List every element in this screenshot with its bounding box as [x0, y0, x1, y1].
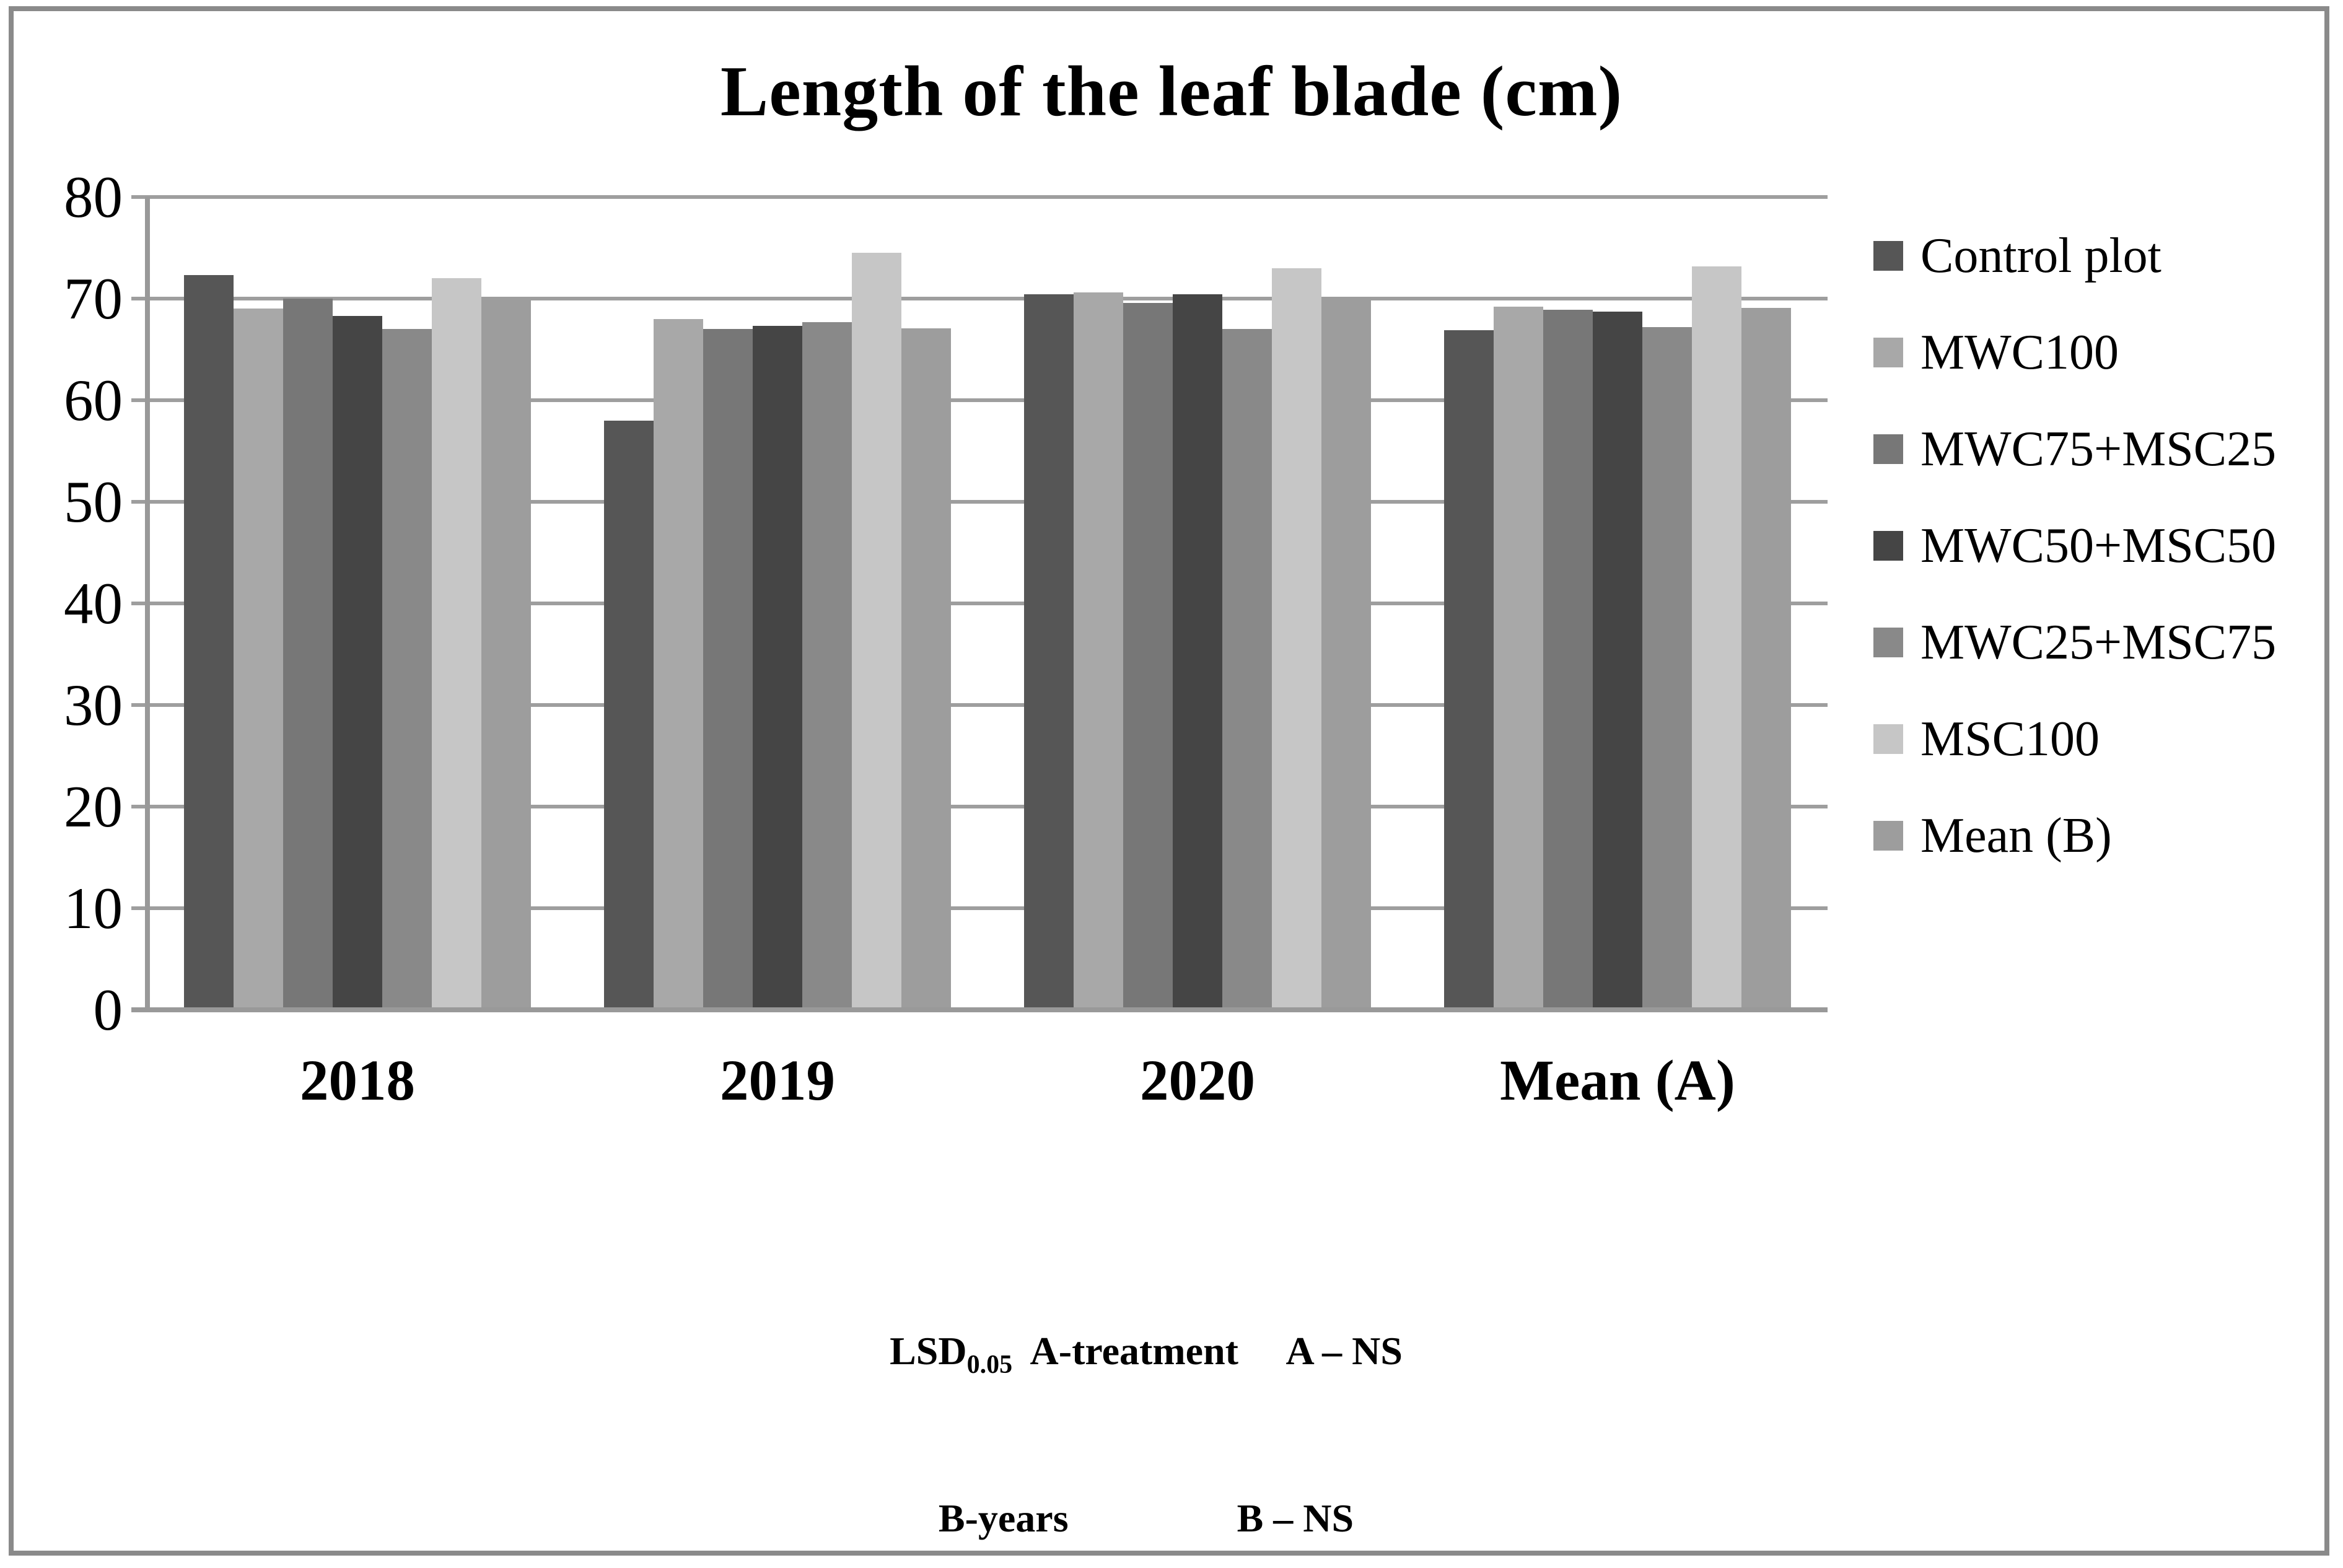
legend-item: MWC100 — [1873, 318, 2119, 387]
bar — [1024, 294, 1074, 1010]
bar — [1444, 330, 1494, 1010]
bar — [283, 299, 333, 1010]
gridline — [131, 500, 1828, 504]
legend-swatch — [1873, 724, 1903, 754]
gridline — [131, 297, 1828, 300]
x-category-label: 2018 — [300, 1049, 415, 1113]
gridline — [131, 906, 1828, 910]
bar — [852, 253, 901, 1010]
y-tick-label: 40 — [64, 571, 123, 636]
legend-label: MWC75+MSC25 — [1920, 421, 2277, 476]
bar — [901, 328, 951, 1010]
legend-item: MWC25+MSC75 — [1873, 608, 2276, 677]
bar — [1321, 296, 1371, 1010]
legend-label: MWC25+MSC75 — [1920, 615, 2277, 670]
bar — [654, 318, 703, 1010]
bar — [184, 275, 234, 1010]
legend-swatch — [1873, 821, 1903, 851]
gridline — [131, 602, 1828, 605]
bar — [802, 322, 852, 1010]
bar — [1642, 326, 1692, 1010]
legend-swatch — [1873, 241, 1903, 271]
bar — [1593, 312, 1642, 1010]
gridline — [131, 703, 1828, 707]
legend-item: Mean (B) — [1873, 802, 2112, 870]
bar — [604, 420, 654, 1010]
legend-label: Mean (B) — [1920, 808, 2112, 863]
y-tick-label: 80 — [64, 164, 123, 230]
gridline — [131, 805, 1828, 808]
x-category-label: 2019 — [720, 1049, 835, 1113]
legend-swatch — [1873, 628, 1903, 657]
y-tick-label: 60 — [64, 367, 123, 433]
bar — [1173, 294, 1222, 1010]
bar — [1741, 307, 1791, 1010]
legend-item: MSC100 — [1873, 705, 2100, 773]
bar — [753, 326, 802, 1010]
bar — [432, 278, 481, 1010]
y-tick-label: 70 — [64, 266, 123, 331]
legend-item: Control plot — [1873, 222, 2161, 290]
bar — [1494, 307, 1543, 1010]
bar — [234, 309, 283, 1010]
bar — [1123, 302, 1173, 1010]
lsd-subscript: 0.05 — [966, 1350, 1013, 1379]
legend-swatch — [1873, 434, 1903, 464]
y-axis-line — [145, 197, 150, 1012]
legend-label: Control plot — [1920, 228, 2161, 283]
y-tick-label: 20 — [64, 774, 123, 839]
stats-block: LSD0.05 A-treatment A – NS B-years B – N… — [0, 1212, 2292, 1568]
y-tick-label: 10 — [64, 875, 123, 941]
bar — [382, 329, 432, 1010]
gridline — [131, 195, 1828, 199]
legend-label: MWC100 — [1920, 325, 2119, 380]
legend-swatch — [1873, 531, 1903, 561]
bar — [1272, 268, 1321, 1010]
stats-line-b-years: B-years B – NS — [938, 1496, 1354, 1540]
x-axis-line — [131, 1007, 1828, 1012]
legend-label: MSC100 — [1920, 711, 2100, 766]
bar — [1692, 266, 1741, 1010]
bar — [1222, 329, 1272, 1010]
bar — [333, 315, 382, 1010]
bar — [703, 329, 753, 1010]
stats-line-lsd: LSD0.05 A-treatment A – NS — [890, 1329, 1403, 1379]
chart-title: Length of the leaf blade (cm) — [720, 52, 1623, 131]
bar — [481, 299, 531, 1010]
legend-item: MWC50+MSC50 — [1873, 512, 2276, 580]
bar — [1074, 292, 1123, 1010]
x-category-label: Mean (A) — [1500, 1049, 1735, 1113]
y-tick-label: 30 — [64, 672, 123, 738]
y-tick-label: 50 — [64, 469, 123, 535]
legend-item: MWC75+MSC25 — [1873, 415, 2276, 483]
y-tick-label: 0 — [93, 977, 123, 1043]
gridline — [131, 398, 1828, 402]
bar — [1543, 310, 1593, 1010]
legend-swatch — [1873, 338, 1903, 367]
x-category-label: 2020 — [1140, 1049, 1255, 1113]
legend-label: MWC50+MSC50 — [1920, 518, 2277, 573]
